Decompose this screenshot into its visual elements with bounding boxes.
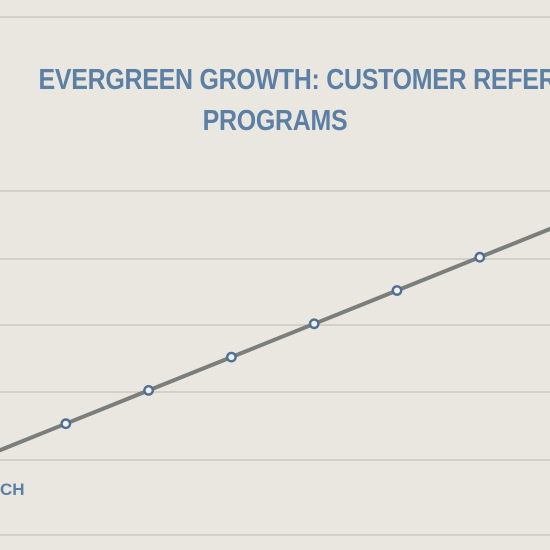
series-markers (60, 251, 486, 430)
data-point-1 (60, 418, 72, 430)
data-point-5 (391, 285, 403, 296)
chart-title-line-2: PROGRAMS (202, 105, 348, 137)
data-point-2 (143, 384, 155, 396)
x-tick-label-0: CH (0, 480, 25, 499)
chart-title-line-1: EVERGREEN GROWTH: CUSTOMER REFERRAL (38, 64, 550, 96)
data-point-4 (308, 318, 320, 330)
data-point-3 (225, 351, 237, 363)
series-line-group (0, 226, 550, 453)
data-point-6 (474, 251, 486, 263)
grid-lines (0, 16, 550, 536)
series-line (0, 226, 550, 453)
